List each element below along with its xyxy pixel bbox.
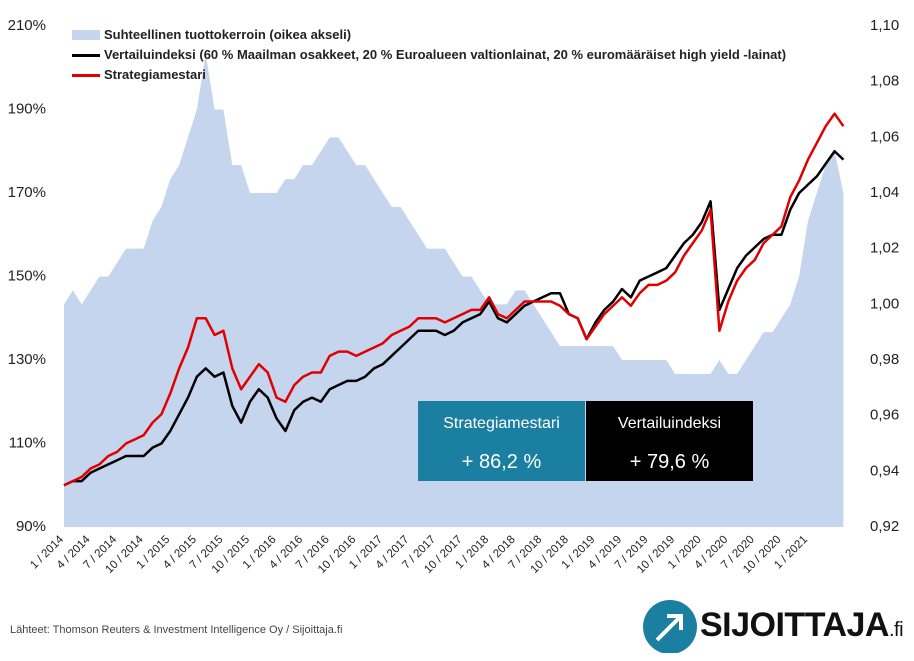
source: Lähteet: Thomson Reuters & Investment In… — [10, 624, 343, 636]
y2-tick-label: 1,02 — [870, 240, 899, 257]
y-tick-label: 170% — [8, 184, 46, 201]
legend-label: Strategiamestari — [104, 67, 206, 82]
y2-tick-label: 0,98 — [870, 351, 899, 368]
annotation-label: Strategiamestari — [443, 415, 560, 432]
legend-swatch — [72, 74, 100, 77]
logo-suffix: .fi — [888, 619, 904, 641]
line — [63, 112, 845, 487]
y2-tick-label: 1,10 — [870, 17, 899, 34]
legend-swatch — [72, 30, 100, 40]
legend-item: Vertailuindeksi (60 % Maailman osakkeet,… — [72, 47, 852, 63]
y2-tick-label: 1,08 — [870, 73, 899, 90]
y-tick-label: 150% — [8, 267, 46, 284]
legend-item: Suhteellinen tuottokerroin (oikea akseli… — [72, 27, 852, 43]
annotation-box: Vertailuindeksi + 79,6 % — [586, 401, 753, 481]
y2-tick-label: 1,00 — [870, 295, 899, 312]
y-tick-label: 210% — [8, 17, 46, 34]
y-tick-label: 190% — [8, 100, 46, 117]
y2-tick-label: 0,92 — [870, 518, 899, 535]
y2-tick-label: 0,96 — [870, 407, 899, 424]
legend-label: Suhteellinen tuottokerroin (oikea akseli… — [104, 27, 352, 42]
y2-tick-label: 0,94 — [870, 462, 899, 479]
logo-icon — [643, 600, 697, 653]
legend-swatch — [72, 54, 100, 57]
y2-tick-label: 1,06 — [870, 128, 899, 145]
y-tick-label: 110% — [9, 434, 46, 451]
annotation-value: + 79,6 % — [629, 451, 710, 473]
y-tick-label: 130% — [8, 351, 46, 368]
annotation-value: + 86,2 % — [461, 451, 542, 473]
logo-text: SIJOITTAJA.fi — [700, 606, 904, 645]
y-tick-label: 90% — [16, 518, 46, 535]
annotation-box: Strategiamestari + 86,2 % — [418, 401, 585, 481]
logo-name: SIJOITTAJA — [700, 606, 889, 644]
legend-label: Vertailuindeksi (60 % Maailman osakkeet,… — [104, 47, 787, 62]
annotation-label: Vertailuindeksi — [617, 415, 722, 432]
legend-item: Strategiamestari — [72, 67, 852, 83]
legend: Suhteellinen tuottokerroin (oikea akseli… — [72, 27, 852, 87]
logo-arrow — [655, 614, 683, 642]
y2-tick-label: 1,04 — [870, 184, 899, 201]
